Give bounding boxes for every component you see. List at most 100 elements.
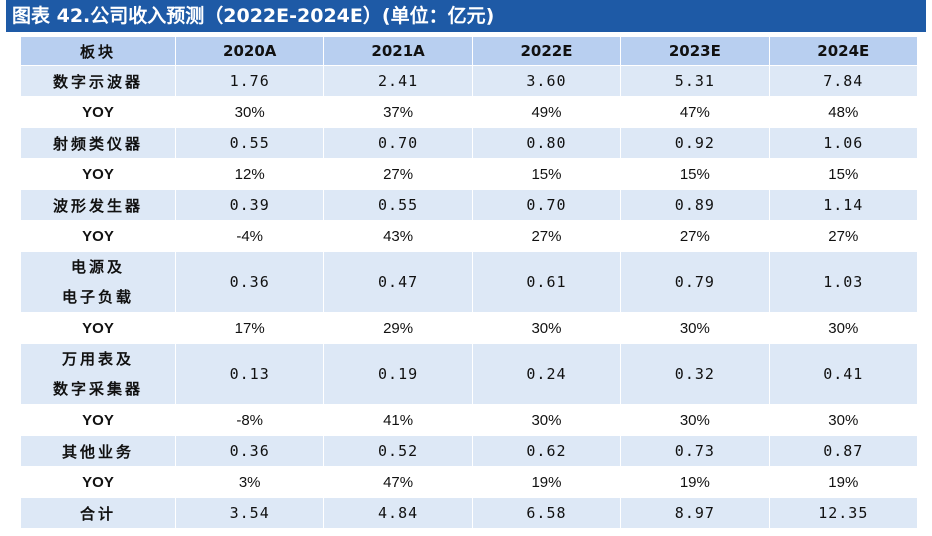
figure-title: 图表 42.公司收入预测（2022E-2024E）(单位：亿元) <box>6 0 926 32</box>
row-label: YOY <box>20 466 176 498</box>
table-cell: 0.79 <box>620 251 770 313</box>
table-cell: 3.54 <box>174 497 325 529</box>
table-cell: 30% <box>768 312 919 344</box>
row-other-business: 其他业务 0.36 0.52 0.62 0.73 0.87 <box>20 435 919 467</box>
row-label-line: 数字采集器 <box>52 380 143 398</box>
row-yoy: YOY 30% 37% 49% 47% 48% <box>20 96 919 128</box>
table-cell: 0.55 <box>174 127 325 159</box>
table-cell: 3% <box>174 466 325 498</box>
row-label-line: 电源及 <box>70 258 125 276</box>
table-cell: 3.60 <box>471 65 622 97</box>
table-cell: 19% <box>620 466 770 498</box>
table-cell: 19% <box>471 466 622 498</box>
row-power-electronic-load: 电源及 电子负载 0.36 0.47 0.61 0.79 1.03 <box>20 251 919 313</box>
table-cell: 29% <box>323 312 473 344</box>
table-cell: 15% <box>768 158 919 190</box>
table-cell: 0.70 <box>471 189 622 221</box>
table-cell: 27% <box>768 220 919 252</box>
table-cell: 0.52 <box>323 435 473 467</box>
row-label: YOY <box>20 158 176 190</box>
row-label: 合计 <box>20 497 176 529</box>
row-label: 电源及 电子负载 <box>20 251 176 313</box>
table-cell: 0.47 <box>323 251 473 313</box>
header-2023e: 2023E <box>620 36 770 66</box>
table-cell: 1.76 <box>174 65 325 97</box>
row-digital-oscilloscope: 数字示波器 1.76 2.41 3.60 5.31 7.84 <box>20 65 919 97</box>
row-label: YOY <box>20 96 176 128</box>
table-cell: 30% <box>620 404 770 436</box>
revenue-forecast-table: 板块 2020A 2021A 2022E 2023E 2024E 数字示波器 1… <box>20 36 919 529</box>
row-label: 万用表及 数字采集器 <box>20 343 176 405</box>
table-cell: 0.36 <box>174 251 325 313</box>
row-label: 数字示波器 <box>20 65 176 97</box>
table-cell: 30% <box>471 404 622 436</box>
table-cell: 17% <box>174 312 325 344</box>
table-cell: 0.39 <box>174 189 325 221</box>
table-cell: 12% <box>174 158 325 190</box>
table-cell: 12.35 <box>768 497 919 529</box>
table-cell: 8.97 <box>620 497 770 529</box>
header-2024e: 2024E <box>768 36 919 66</box>
row-yoy: YOY -4% 43% 27% 27% 27% <box>20 220 919 252</box>
table-cell: 1.03 <box>768 251 919 313</box>
row-yoy: YOY 3% 47% 19% 19% 19% <box>20 466 919 498</box>
table-cell: 15% <box>620 158 770 190</box>
table-cell: 30% <box>620 312 770 344</box>
table-cell: 49% <box>471 96 622 128</box>
table-cell: 7.84 <box>768 65 919 97</box>
table-cell: 27% <box>620 220 770 252</box>
table-cell: 19% <box>768 466 919 498</box>
row-yoy: YOY -8% 41% 30% 30% 30% <box>20 404 919 436</box>
table-cell: 4.84 <box>323 497 473 529</box>
table-cell: 5.31 <box>620 65 770 97</box>
table-cell: 48% <box>768 96 919 128</box>
table-cell: 37% <box>323 96 473 128</box>
row-waveform-generator: 波形发生器 0.39 0.55 0.70 0.89 1.14 <box>20 189 919 221</box>
row-multimeter-daq: 万用表及 数字采集器 0.13 0.19 0.24 0.32 0.41 <box>20 343 919 405</box>
table-cell: 0.87 <box>768 435 919 467</box>
table-cell: 0.73 <box>620 435 770 467</box>
table-cell: 6.58 <box>471 497 622 529</box>
table-cell: 0.24 <box>471 343 622 405</box>
header-segment: 板块 <box>20 36 176 66</box>
table-header-row: 板块 2020A 2021A 2022E 2023E 2024E <box>20 36 919 66</box>
row-label: 其他业务 <box>20 435 176 467</box>
table-cell: 27% <box>323 158 473 190</box>
table-cell: 2.41 <box>323 65 473 97</box>
table-cell: 0.13 <box>174 343 325 405</box>
table-cell: 15% <box>471 158 622 190</box>
table-cell: 47% <box>323 466 473 498</box>
header-2020a: 2020A <box>174 36 325 66</box>
table-cell: 0.41 <box>768 343 919 405</box>
header-2022e: 2022E <box>471 36 622 66</box>
row-label: 波形发生器 <box>20 189 176 221</box>
table-cell: 0.89 <box>620 189 770 221</box>
table-cell: 41% <box>323 404 473 436</box>
table-cell: 30% <box>768 404 919 436</box>
row-label-line: 万用表及 <box>61 350 134 368</box>
table-cell: 0.70 <box>323 127 473 159</box>
table-cell: 1.06 <box>768 127 919 159</box>
table-cell: 30% <box>471 312 622 344</box>
table-cell: 0.92 <box>620 127 770 159</box>
table-cell: 0.61 <box>471 251 622 313</box>
header-2021a: 2021A <box>323 36 473 66</box>
row-yoy: YOY 17% 29% 30% 30% 30% <box>20 312 919 344</box>
row-yoy: YOY 12% 27% 15% 15% 15% <box>20 158 919 190</box>
row-rf-instruments: 射频类仪器 0.55 0.70 0.80 0.92 1.06 <box>20 127 919 159</box>
table-cell: -8% <box>174 404 325 436</box>
row-label-line: 电子负载 <box>61 288 134 306</box>
table-cell: 0.55 <box>323 189 473 221</box>
table-cell: 1.14 <box>768 189 919 221</box>
table-cell: 0.32 <box>620 343 770 405</box>
table-cell: -4% <box>174 220 325 252</box>
row-label: YOY <box>20 404 176 436</box>
row-total: 合计 3.54 4.84 6.58 8.97 12.35 <box>20 497 919 529</box>
table-cell: 0.80 <box>471 127 622 159</box>
row-label: YOY <box>20 312 176 344</box>
table-cell: 0.62 <box>471 435 622 467</box>
table-cell: 47% <box>620 96 770 128</box>
table-cell: 0.36 <box>174 435 325 467</box>
table-cell: 27% <box>471 220 622 252</box>
row-label: 射频类仪器 <box>20 127 176 159</box>
